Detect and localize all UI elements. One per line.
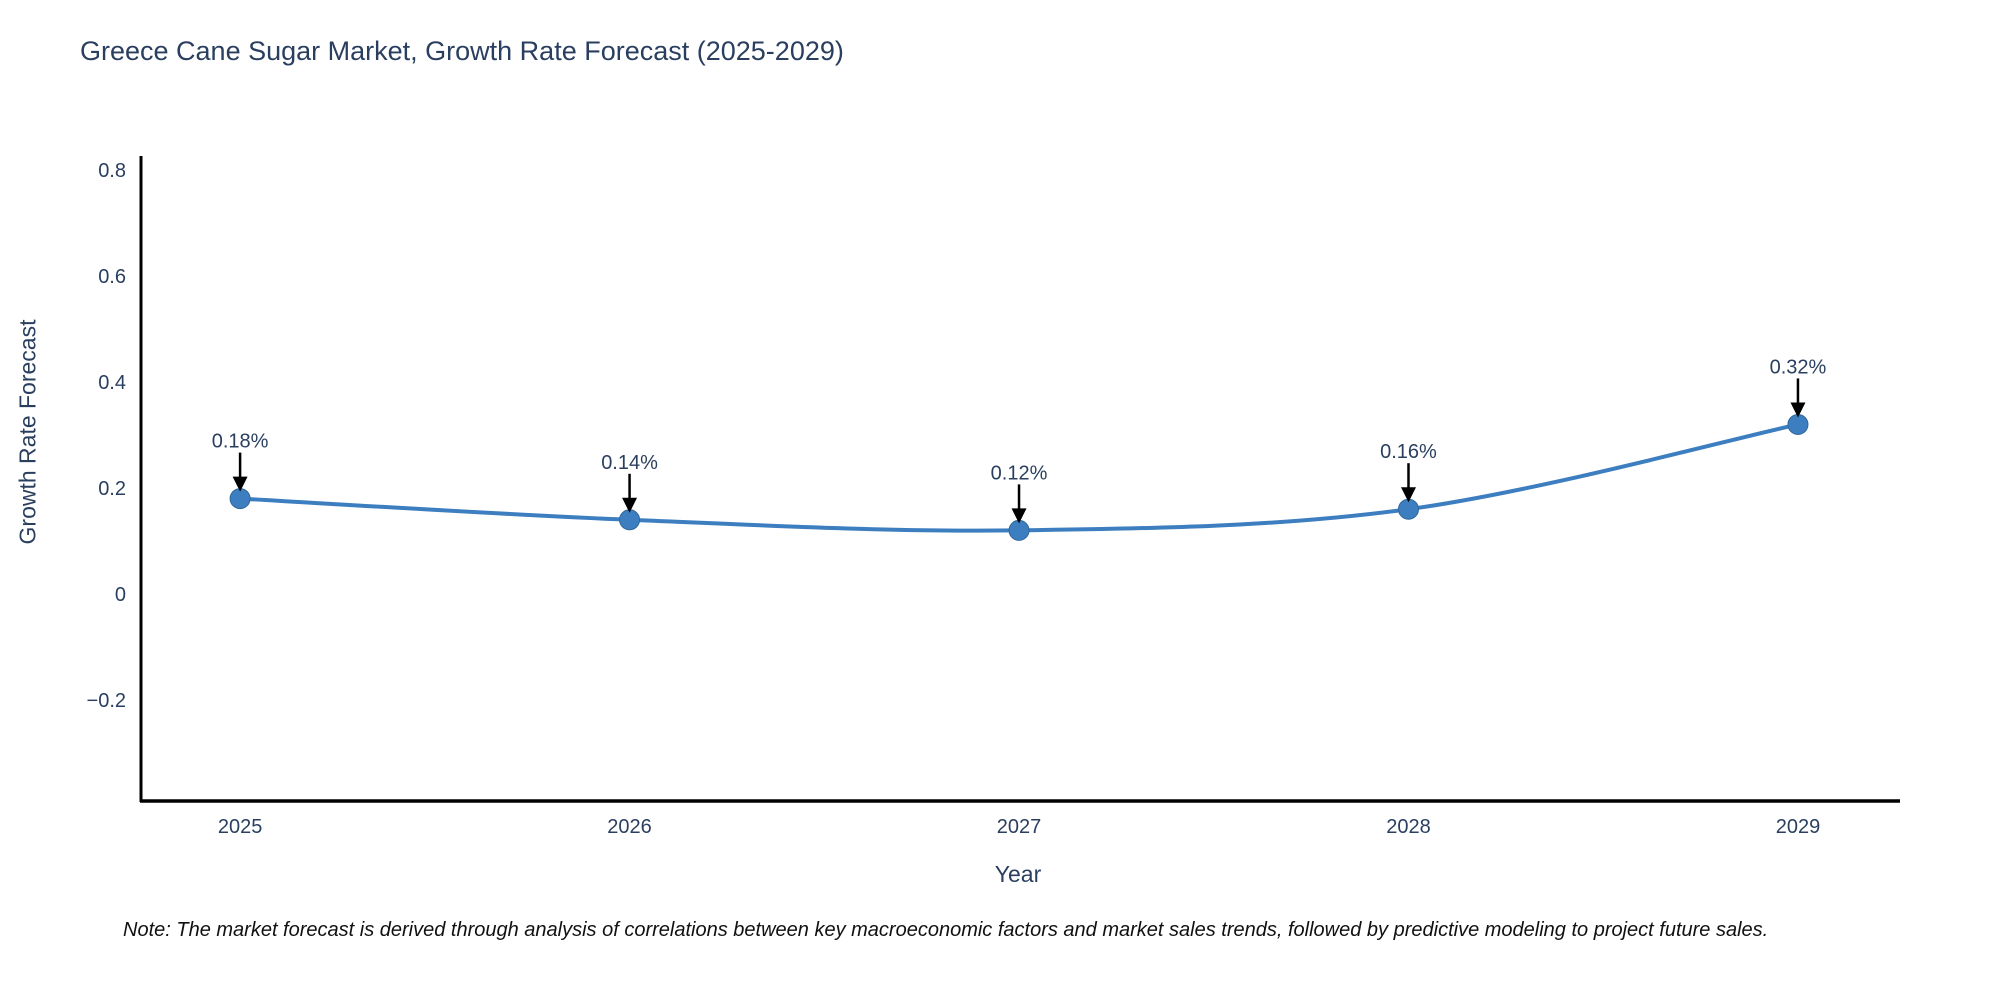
- x-axis-title: Year: [994, 861, 1042, 887]
- y-tick-label: −0.2: [87, 690, 126, 712]
- x-tick-label: 2028: [1386, 816, 1431, 838]
- y-tick-label: 0.6: [98, 266, 126, 288]
- point-value-label: 0.32%: [1770, 356, 1827, 378]
- chart-series-layer: 0.8 0.6 0.4 0.2 0 −0.2 2025 2026 2027 2028 2029 0.1…: [87, 160, 1827, 838]
- chart-title: Greece Cane Sugar Market, Growth Rate Fo…: [80, 36, 844, 66]
- point-value-label: 0.16%: [1380, 441, 1437, 463]
- annotation-arrowhead-icon: [1790, 402, 1806, 418]
- annotation-arrowhead-icon: [232, 476, 248, 492]
- y-tick-label: 0: [115, 584, 126, 606]
- annotation-arrowhead-icon: [1400, 487, 1416, 503]
- point-value-label: 0.18%: [212, 431, 269, 453]
- y-tick-label: 0.4: [98, 372, 126, 394]
- x-tick-label: 2025: [218, 816, 263, 838]
- y-tick-label: 0.2: [98, 478, 126, 500]
- footnote-text: Note: The market forecast is derived thr…: [123, 919, 1769, 941]
- x-tick-label: 2026: [607, 816, 652, 838]
- x-tick-label: 2027: [997, 816, 1042, 838]
- y-tick-label: 0.8: [98, 160, 126, 182]
- annotation-arrowhead-icon: [1011, 508, 1027, 524]
- annotation-arrowhead-icon: [622, 497, 638, 513]
- data-point[interactable]: [1008, 519, 1030, 541]
- point-value-label: 0.12%: [991, 462, 1048, 484]
- x-tick-label: 2029: [1776, 816, 1821, 838]
- point-value-label: 0.14%: [601, 452, 658, 474]
